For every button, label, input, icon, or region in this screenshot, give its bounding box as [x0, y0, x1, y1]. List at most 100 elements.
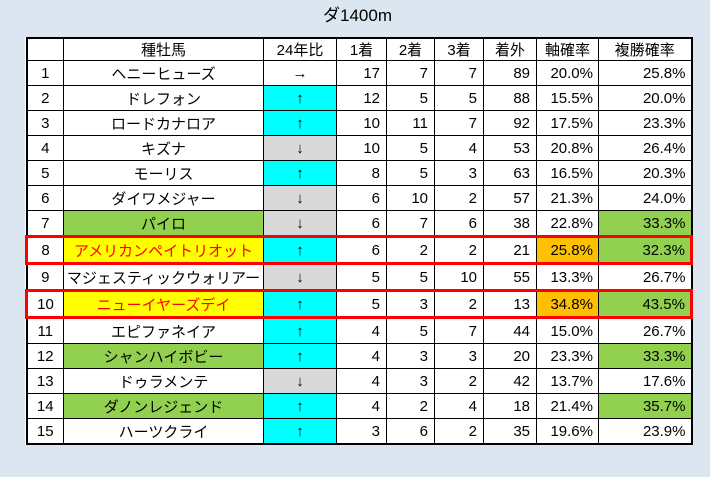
rank-cell: 11 [26, 317, 64, 344]
place-probability-cell: 43.5% [598, 289, 693, 319]
place-probability-cell: 26.4% [598, 135, 692, 161]
sire-name-cell: マジェスティックウォリアー [63, 263, 264, 291]
first-place-count-cell: 6 [336, 235, 387, 265]
unplaced-count-cell: 20 [483, 343, 537, 369]
first-place-count-cell: 6 [336, 185, 387, 211]
first-place-count-cell: 4 [336, 393, 387, 419]
rank-cell: 7 [26, 210, 64, 237]
trend-arrow-cell: ↑ [263, 393, 337, 419]
place-probability-cell: 26.7% [598, 317, 692, 344]
axis-probability-cell: 34.8% [536, 289, 599, 319]
table-row: 4 キズナ ↓ 10 5 4 53 20.8% 26.4% [26, 135, 692, 161]
trend-arrow-cell: ↑ [263, 289, 337, 319]
first-place-count-cell: 12 [336, 85, 387, 111]
table-row: 14 ダノンレジェンド ↑ 4 2 4 18 21.4% 35.7% [26, 393, 692, 419]
header-year-comparison: 24年比 [263, 37, 337, 61]
axis-probability-cell: 13.3% [536, 263, 599, 291]
trend-arrow-cell: → [263, 60, 337, 86]
second-place-count-cell: 3 [386, 289, 435, 319]
table-row: 5 モーリス ↑ 8 5 3 63 16.5% 20.3% [26, 160, 692, 186]
header-sire: 種牡馬 [63, 37, 264, 61]
second-place-count-cell: 5 [386, 85, 435, 111]
third-place-count-cell: 7 [434, 110, 484, 136]
third-place-count-cell: 3 [434, 343, 484, 369]
sire-name-cell: ヘニーヒューズ [63, 60, 264, 86]
first-place-count-cell: 4 [336, 343, 387, 369]
place-probability-cell: 20.3% [598, 160, 692, 186]
first-place-count-cell: 3 [336, 418, 387, 445]
axis-probability-cell: 15.0% [536, 317, 599, 344]
second-place-count-cell: 3 [386, 368, 435, 394]
rank-cell: 12 [26, 343, 64, 369]
place-probability-cell: 20.0% [598, 85, 692, 111]
axis-probability-cell: 13.7% [536, 368, 599, 394]
rank-cell: 8 [25, 235, 64, 265]
unplaced-count-cell: 57 [483, 185, 537, 211]
rank-cell: 10 [25, 289, 64, 319]
trend-arrow-cell: ↑ [263, 85, 337, 111]
unplaced-count-cell: 88 [483, 85, 537, 111]
first-place-count-cell: 4 [336, 368, 387, 394]
unplaced-count-cell: 89 [483, 60, 537, 86]
second-place-count-cell: 7 [386, 60, 435, 86]
sire-name-cell: ダイワメジャー [63, 185, 264, 211]
sire-name-cell: パイロ [63, 210, 264, 237]
header-row: 種牡馬 24年比 1着 2着 3着 着外 軸確率 複勝確率 [26, 37, 692, 61]
first-place-count-cell: 10 [336, 135, 387, 161]
trend-arrow-cell: ↑ [263, 317, 337, 344]
sire-name-cell: キズナ [63, 135, 264, 161]
second-place-count-cell: 7 [386, 210, 435, 237]
table-row: 9 マジェスティックウォリアー ↓ 5 5 10 55 13.3% 26.7% [26, 263, 692, 291]
sire-name-cell: ドゥラメンテ [63, 368, 264, 394]
first-place-count-cell: 5 [336, 289, 387, 319]
trend-arrow-cell: ↑ [263, 110, 337, 136]
axis-probability-cell: 20.8% [536, 135, 599, 161]
header-third-place: 3着 [434, 37, 484, 61]
third-place-count-cell: 5 [434, 85, 484, 111]
table-row: 2 ドレフォン ↑ 12 5 5 88 15.5% 20.0% [26, 85, 692, 111]
trend-arrow-cell: ↑ [263, 160, 337, 186]
header-axis-probability: 軸確率 [536, 37, 599, 61]
rank-cell: 13 [26, 368, 64, 394]
axis-probability-cell: 19.6% [536, 418, 599, 445]
third-place-count-cell: 3 [434, 160, 484, 186]
axis-probability-cell: 21.4% [536, 393, 599, 419]
table-row: 12 シャンハイボビー ↑ 4 3 3 20 23.3% 33.3% [26, 343, 692, 369]
sire-name-cell: エピファネイア [63, 317, 264, 344]
table-row: 11 エピファネイア ↑ 4 5 7 44 15.0% 26.7% [26, 317, 692, 344]
place-probability-cell: 23.3% [598, 110, 692, 136]
unplaced-count-cell: 38 [483, 210, 537, 237]
second-place-count-cell: 2 [386, 235, 435, 265]
place-probability-cell: 33.3% [598, 343, 692, 369]
rank-cell: 14 [26, 393, 64, 419]
unplaced-count-cell: 44 [483, 317, 537, 344]
third-place-count-cell: 2 [434, 185, 484, 211]
first-place-count-cell: 6 [336, 210, 387, 237]
third-place-count-cell: 6 [434, 210, 484, 237]
place-probability-cell: 26.7% [598, 263, 692, 291]
table-row: 7 パイロ ↓ 6 7 6 38 22.8% 33.3% [26, 210, 692, 237]
table-row: 1 ヘニーヒューズ → 17 7 7 89 20.0% 25.8% [26, 60, 692, 86]
axis-probability-cell: 20.0% [536, 60, 599, 86]
sire-table-body: 1 ヘニーヒューズ → 17 7 7 89 20.0% 25.8% 2 ドレフォン ↑ 12 5 5 88 15… [25, 60, 693, 445]
header-unplaced: 着外 [483, 37, 537, 61]
unplaced-count-cell: 92 [483, 110, 537, 136]
unplaced-count-cell: 35 [483, 418, 537, 445]
sire-name-cell: ニューイヤーズデイ [63, 289, 264, 319]
place-probability-cell: 25.8% [598, 60, 692, 86]
second-place-count-cell: 5 [386, 263, 435, 291]
rank-cell: 6 [26, 185, 64, 211]
rank-cell: 2 [26, 85, 64, 111]
third-place-count-cell: 2 [434, 418, 484, 445]
axis-probability-cell: 16.5% [536, 160, 599, 186]
table-row: 10 ニューイヤーズデイ ↑ 5 3 2 13 34.8% 43.5% [25, 289, 693, 319]
race-distance-title: ダ1400m [323, 6, 392, 25]
sire-name-cell: ロードカナロア [63, 110, 264, 136]
rank-cell: 3 [26, 110, 64, 136]
trend-arrow-cell: ↓ [263, 263, 337, 291]
table-row: 3 ロードカナロア ↑ 10 11 7 92 17.5% 23.3% [26, 110, 692, 136]
trend-arrow-cell: ↓ [263, 368, 337, 394]
place-probability-cell: 33.3% [598, 210, 692, 237]
rank-cell: 15 [26, 418, 64, 445]
